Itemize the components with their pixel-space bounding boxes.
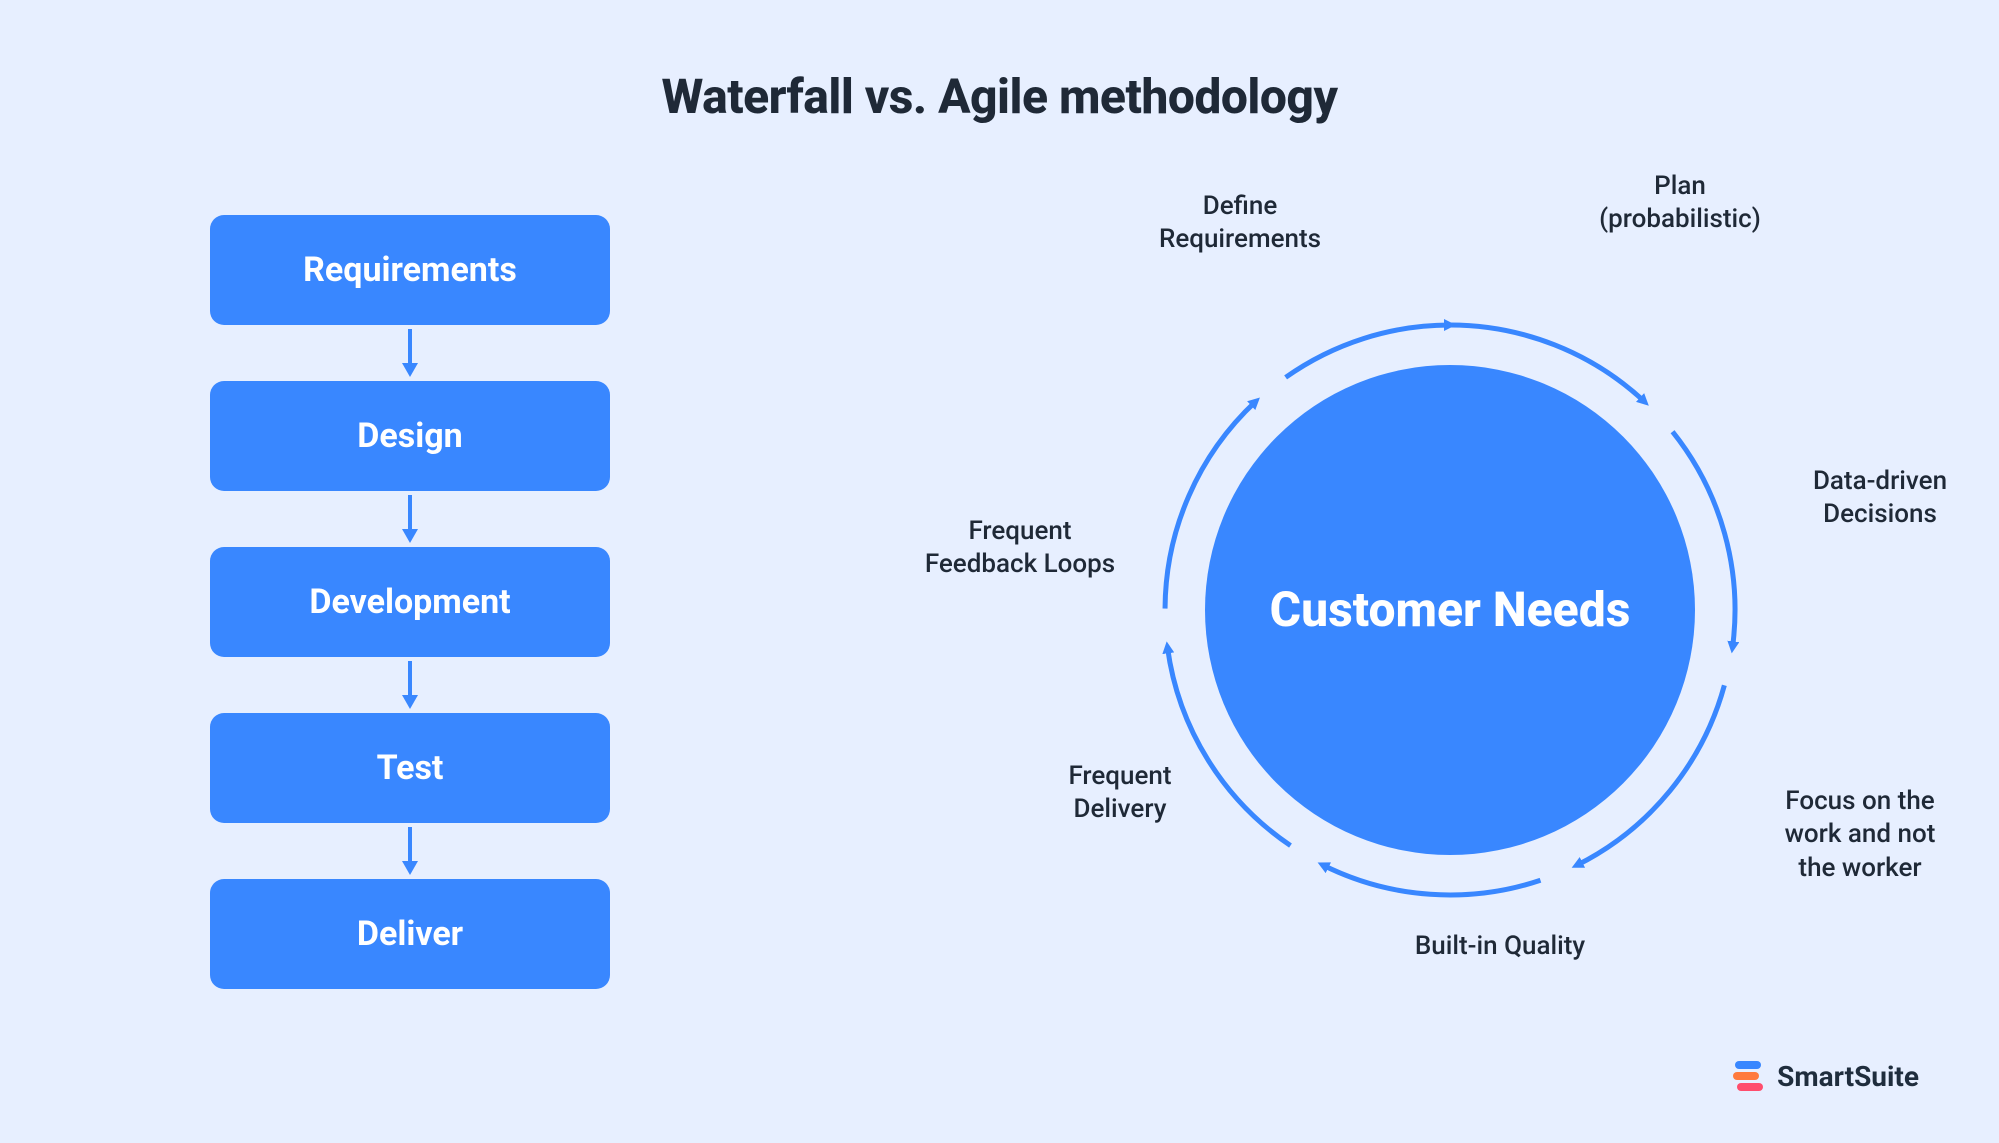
- waterfall-step-test: Test: [210, 713, 610, 823]
- brand-logo: SmartSuite: [1731, 1059, 1919, 1093]
- waterfall-flow: Requirements Design Development Test Del…: [210, 215, 610, 989]
- agile-center: Customer Needs: [1205, 365, 1695, 855]
- waterfall-step-development: Development: [210, 547, 610, 657]
- agile-label-focus-on-work: Focus on the work and not the worker: [1730, 785, 1990, 885]
- down-arrow-icon: [210, 325, 610, 381]
- agile-label-built-in-quality: Built-in Quality: [1350, 930, 1650, 963]
- smartsuite-logo-icon: [1731, 1059, 1765, 1093]
- agile-cycle: Customer Needs Define Requirements Plan …: [1010, 230, 1890, 990]
- waterfall-step-design: Design: [210, 381, 610, 491]
- agile-label-frequent-delivery: Frequent Delivery: [1010, 760, 1230, 827]
- brand-name: SmartSuite: [1777, 1060, 1919, 1093]
- agile-center-label: Customer Needs: [1270, 580, 1631, 640]
- page-title: Waterfall vs. Agile methodology: [0, 68, 1999, 125]
- down-arrow-icon: [210, 823, 610, 879]
- down-arrow-icon: [210, 657, 610, 713]
- agile-label-define-requirements: Define Requirements: [1130, 190, 1350, 257]
- agile-label-data-driven-decisions: Data-driven Decisions: [1770, 465, 1990, 532]
- agile-label-plan: Plan (probabilistic): [1550, 170, 1810, 237]
- waterfall-step-requirements: Requirements: [210, 215, 610, 325]
- down-arrow-icon: [210, 491, 610, 547]
- agile-label-frequent-feedback: Frequent Feedback Loops: [890, 515, 1150, 582]
- waterfall-step-deliver: Deliver: [210, 879, 610, 989]
